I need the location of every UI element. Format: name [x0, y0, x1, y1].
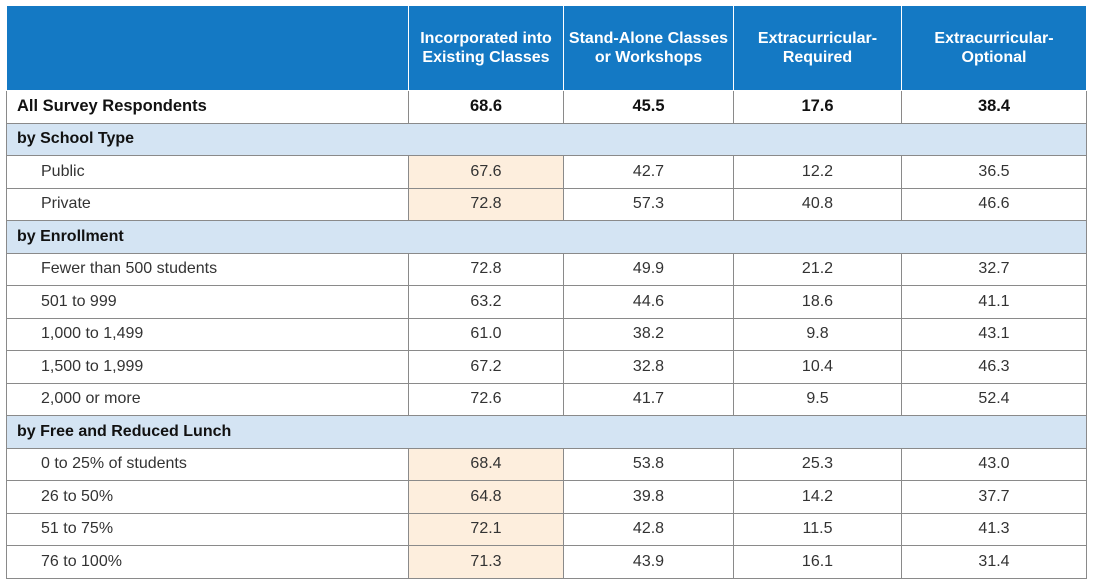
header-extracurricular-optional: Extracurricular- Optional [901, 6, 1087, 91]
cell-value: 46.3 [901, 350, 1087, 384]
row-label: 26 to 50% [6, 480, 409, 514]
section-row: by School Type [6, 122, 1087, 156]
header-blank [6, 6, 409, 91]
table-row: Public 67.6 42.7 12.2 36.5 [6, 155, 1087, 189]
table-row: 1,000 to 1,499 61.0 38.2 9.8 43.1 [6, 317, 1087, 351]
cell-value: 67.6 [408, 155, 564, 189]
table-row: 1,500 to 1,999 67.2 32.8 10.4 46.3 [6, 350, 1087, 384]
row-label: Fewer than 500 students [6, 252, 409, 286]
section-label: by School Type [6, 122, 1087, 156]
row-label: Private [6, 187, 409, 221]
row-label: Public [6, 155, 409, 189]
survey-table: Incorporated into Existing Classes Stand… [6, 6, 1087, 579]
table-row: 0 to 25% of students 68.4 53.8 25.3 43.0 [6, 447, 1087, 481]
table-row: Private 72.8 57.3 40.8 46.6 [6, 187, 1087, 221]
cell-value: 43.1 [901, 317, 1087, 351]
cell-value: 45.5 [563, 90, 734, 124]
section-label: by Free and Reduced Lunch [6, 415, 1087, 449]
cell-value: 71.3 [408, 545, 564, 579]
cell-value: 32.8 [563, 350, 734, 384]
cell-value: 46.6 [901, 187, 1087, 221]
cell-value: 57.3 [563, 187, 734, 221]
total-row: All Survey Respondents 68.6 45.5 17.6 38.4 [6, 90, 1087, 124]
cell-value: 64.8 [408, 480, 564, 514]
cell-value: 68.4 [408, 447, 564, 481]
cell-value: 37.7 [901, 480, 1087, 514]
header-incorporated: Incorporated into Existing Classes [408, 6, 564, 91]
cell-value: 40.8 [733, 187, 902, 221]
cell-value: 36.5 [901, 155, 1087, 189]
cell-value: 42.7 [563, 155, 734, 189]
cell-value: 21.2 [733, 252, 902, 286]
cell-value: 41.3 [901, 512, 1087, 546]
row-label: 76 to 100% [6, 545, 409, 579]
cell-value: 49.9 [563, 252, 734, 286]
cell-value: 32.7 [901, 252, 1087, 286]
cell-value: 17.6 [733, 90, 902, 124]
table-body: All Survey Respondents 68.6 45.5 17.6 38.4 by… [6, 90, 1087, 579]
survey-table-container: Incorporated into Existing Classes Stand… [6, 6, 1087, 579]
row-label: 501 to 999 [6, 285, 409, 319]
section-row: by Enrollment [6, 220, 1087, 254]
header-stand-alone: Stand-Alone Classes or Workshops [563, 6, 734, 91]
cell-value: 68.6 [408, 90, 564, 124]
cell-value: 41.7 [563, 382, 734, 416]
cell-value: 44.6 [563, 285, 734, 319]
row-label: 0 to 25% of students [6, 447, 409, 481]
header-row: Incorporated into Existing Classes Stand… [6, 6, 1087, 91]
cell-value: 43.0 [901, 447, 1087, 481]
section-row: by Free and Reduced Lunch [6, 415, 1087, 449]
cell-value: 72.8 [408, 187, 564, 221]
cell-value: 11.5 [733, 512, 902, 546]
row-label: 1,000 to 1,499 [6, 317, 409, 351]
cell-value: 52.4 [901, 382, 1087, 416]
table-row: 76 to 100% 71.3 43.9 16.1 31.4 [6, 545, 1087, 579]
cell-value: 39.8 [563, 480, 734, 514]
cell-value: 72.6 [408, 382, 564, 416]
cell-value: 14.2 [733, 480, 902, 514]
row-label: 2,000 or more [6, 382, 409, 416]
cell-value: 10.4 [733, 350, 902, 384]
cell-value: 9.8 [733, 317, 902, 351]
cell-value: 43.9 [563, 545, 734, 579]
row-label: All Survey Respondents [6, 90, 409, 124]
table-row: 26 to 50% 64.8 39.8 14.2 37.7 [6, 480, 1087, 514]
cell-value: 63.2 [408, 285, 564, 319]
cell-value: 72.1 [408, 512, 564, 546]
row-label: 1,500 to 1,999 [6, 350, 409, 384]
section-label: by Enrollment [6, 220, 1087, 254]
cell-value: 12.2 [733, 155, 902, 189]
table-row: 2,000 or more 72.6 41.7 9.5 52.4 [6, 382, 1087, 416]
cell-value: 42.8 [563, 512, 734, 546]
cell-value: 72.8 [408, 252, 564, 286]
table-row: 501 to 999 63.2 44.6 18.6 41.1 [6, 285, 1087, 319]
header-extracurricular-required: Extracurricular- Required [733, 6, 902, 91]
cell-value: 25.3 [733, 447, 902, 481]
table-row: Fewer than 500 students 72.8 49.9 21.2 32.7 [6, 252, 1087, 286]
cell-value: 67.2 [408, 350, 564, 384]
row-label: 51 to 75% [6, 512, 409, 546]
table-row: 51 to 75% 72.1 42.8 11.5 41.3 [6, 512, 1087, 546]
cell-value: 16.1 [733, 545, 902, 579]
cell-value: 38.2 [563, 317, 734, 351]
cell-value: 38.4 [901, 90, 1087, 124]
cell-value: 41.1 [901, 285, 1087, 319]
cell-value: 61.0 [408, 317, 564, 351]
cell-value: 53.8 [563, 447, 734, 481]
cell-value: 18.6 [733, 285, 902, 319]
cell-value: 31.4 [901, 545, 1087, 579]
cell-value: 9.5 [733, 382, 902, 416]
